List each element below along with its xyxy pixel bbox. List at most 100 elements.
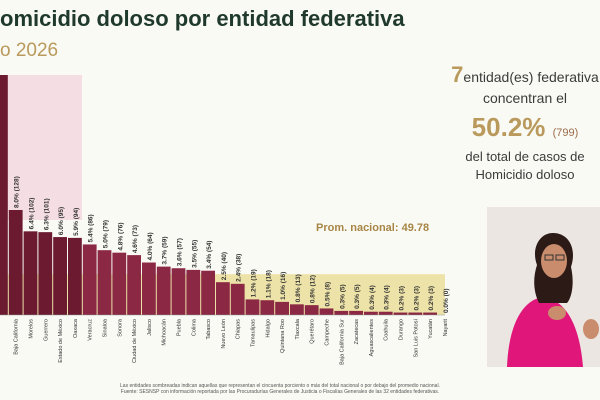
- bar-value-label: 0.3% (5): [339, 284, 346, 309]
- bar-michoac-n: [156, 266, 171, 315]
- average-label: Prom. nacional: 49.78: [316, 222, 430, 234]
- interpreter-face: [541, 244, 567, 278]
- bar-sonora: [112, 252, 127, 315]
- sign-language-interpreter-video: [487, 207, 600, 367]
- category-label: Tamaulipas: [251, 319, 257, 347]
- bar-value-label: 0.2% (3): [428, 286, 435, 311]
- category-label: Guerrero: [43, 319, 49, 341]
- bar-san-luis-potos-: [408, 312, 423, 315]
- bar-tabasco: [201, 270, 215, 315]
- bar-ciudad-de-m-xico: [127, 255, 141, 315]
- bar-value-label: 3.7% (59): [162, 236, 169, 264]
- category-label: Quintana Roo: [280, 319, 286, 353]
- footnote: Las entidades sombreadas indican aquella…: [80, 383, 480, 395]
- bar-value-label: 2.5% (40): [221, 252, 228, 280]
- category-label: Baja California Sur: [339, 319, 345, 365]
- page-title: omicidio doloso por entidad federativa: [0, 6, 405, 31]
- bar-value-label: 3.4% (54): [206, 241, 213, 269]
- bar-value-label: 6.4% (102): [29, 198, 36, 230]
- interpreter-figure: [487, 207, 600, 367]
- page-subtitle: o 2026: [0, 40, 59, 61]
- bar-value-label: 4.6% (73): [132, 225, 139, 253]
- category-label: Campeche: [325, 319, 331, 346]
- bar-value-label: 0.3% (4): [384, 285, 391, 310]
- bar-value-label: 6.3% (101): [43, 198, 50, 230]
- category-label: Coahuila: [384, 318, 390, 341]
- category-label: Durango: [399, 319, 405, 340]
- bar-colima: [186, 269, 201, 315]
- category-label: Colima: [191, 318, 197, 336]
- bar-nuevo-le-n: [216, 282, 230, 315]
- summary-line2: concentran el: [482, 90, 568, 106]
- category-label: Tlaxcala: [295, 318, 301, 339]
- summary-panel: 7entidad(es) federativa concentran el 50…: [440, 62, 600, 182]
- category-label: Querétaro: [310, 319, 316, 344]
- bar-value-label: 1.0% (16): [280, 272, 287, 300]
- category-label: Jalisco: [147, 319, 153, 336]
- summary-line1: entidad(es) federativa: [463, 69, 599, 85]
- category-label: Hidalgo: [265, 319, 271, 338]
- summary-line5: Homicidio doloso: [475, 167, 575, 182]
- bar-value-label: 0.0% (0): [443, 288, 450, 313]
- bar-yucat-n: [423, 312, 437, 315]
- bar-aguascalientes: [364, 311, 378, 315]
- summary-percent: 50.2%: [471, 112, 546, 142]
- category-label: Sonora: [117, 318, 123, 337]
- bar-veracruz: [82, 244, 97, 315]
- bar-hidalgo: [260, 300, 275, 315]
- bar-quer-taro: [304, 305, 319, 315]
- category-label: Puebla: [177, 318, 183, 336]
- bar-tlaxcala: [290, 304, 304, 315]
- bar-value-label: 0.2% (3): [413, 286, 420, 311]
- summary-count: 7: [451, 62, 464, 87]
- summary-cases: (799): [552, 127, 579, 139]
- bar-value-label: 0.2% (3): [399, 286, 406, 311]
- bar-sinaloa: [97, 250, 112, 315]
- bar-value-label: 1.2% (19): [251, 269, 258, 297]
- bar-quintana-roo: [275, 301, 289, 315]
- category-label: Baja California: [14, 318, 20, 355]
- bar-value-label: 1.1% (18): [265, 270, 272, 298]
- bar-baja-california: [8, 210, 23, 315]
- bar-value-label: 6.0% (95): [58, 207, 65, 235]
- bar-value-label: 0.3% (5): [354, 284, 361, 309]
- bar-value-label: 5.0% (79): [103, 220, 110, 248]
- bar-value-label: 5.4% (86): [88, 214, 95, 242]
- bar-value-label: 0.3% (4): [369, 285, 376, 310]
- category-label: Estado de México: [58, 319, 64, 363]
- summary-line4: del total de casos de: [465, 149, 585, 164]
- category-label: Veracruz: [88, 319, 94, 341]
- category-label: San Luis Potosí: [413, 319, 419, 358]
- highlight-region: [0, 75, 82, 220]
- bar-zacatecas: [349, 310, 363, 315]
- bar-jalisco: [142, 262, 156, 315]
- bar-estado-de-m-xico: [53, 237, 67, 315]
- category-label: Sinaloa: [103, 318, 109, 337]
- footnote-line1: Las entidades sombreadas indican aquella…: [120, 383, 440, 389]
- category-label: Yucatán: [428, 319, 434, 339]
- bar-oaxaca: [68, 237, 82, 315]
- category-label: Zacatecas: [354, 319, 360, 345]
- bar-value-label: 0.8% (13): [295, 274, 302, 302]
- bar-value-label: 0.8% (12): [310, 275, 317, 303]
- category-label: Michoacán: [162, 319, 168, 346]
- category-label: Nayarit: [443, 319, 449, 337]
- bar-morelos: [23, 231, 38, 315]
- bar-value-label: 8.0% (128): [14, 176, 21, 208]
- category-label: Oaxaca: [73, 318, 79, 338]
- bar-value-label: 0.5% (8): [325, 282, 332, 307]
- interpreter-hand: [583, 319, 599, 339]
- bar-durango: [393, 312, 408, 315]
- bar-guerrero: [38, 232, 53, 315]
- category-label: Nuevo León: [221, 319, 227, 349]
- bar-baja-california-sur: [334, 310, 349, 315]
- category-label: Ciudad de México: [132, 319, 138, 363]
- bar-value-label: 4.8% (76): [117, 222, 124, 250]
- bar-campeche: [319, 308, 334, 315]
- bar-value-label: 3.5% (55): [191, 240, 198, 268]
- bar-value-label: 5.9% (94): [73, 208, 80, 236]
- category-label: Morelos: [29, 319, 35, 339]
- bar-value-label: 2.4% (38): [236, 254, 243, 282]
- bar-puebla: [171, 268, 186, 315]
